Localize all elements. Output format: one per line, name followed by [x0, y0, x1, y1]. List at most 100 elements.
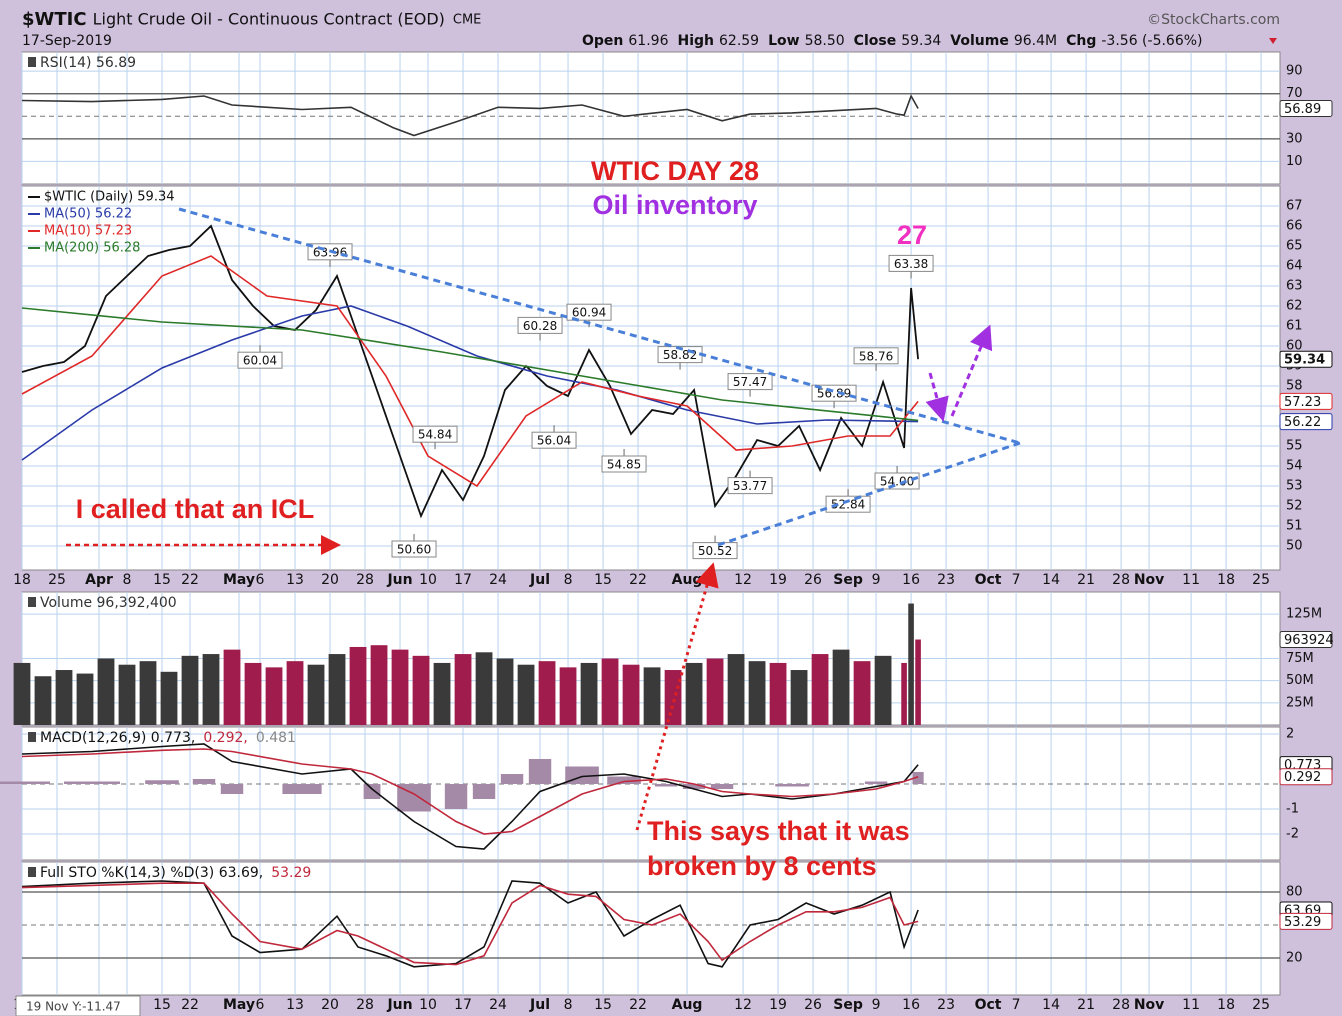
extreme-label: 57.47: [733, 375, 767, 389]
extreme-box: [391, 540, 437, 558]
y-tick-label: 80: [1286, 885, 1303, 900]
bar: [223, 649, 241, 725]
bar: [727, 654, 745, 725]
quote-value: 59.34: [901, 33, 941, 49]
x-tick-label: 12: [734, 997, 752, 1013]
quote-value: 62.59: [719, 33, 759, 49]
x-tick-label: 28: [356, 572, 374, 588]
bar: [202, 654, 220, 725]
x-tick-label: 8: [123, 572, 132, 588]
series-line: [21, 255, 919, 488]
bar: [811, 654, 829, 725]
bar: [34, 676, 52, 725]
y-tick-label: 25M: [1286, 695, 1314, 710]
extreme-box: [566, 303, 612, 321]
y-tick-label: 64: [1286, 259, 1303, 274]
extreme-box: [727, 373, 773, 391]
bar: [139, 661, 157, 725]
x-tick-label: 18: [13, 572, 31, 588]
bar: [13, 662, 31, 725]
x-tick-label: 15: [594, 997, 612, 1013]
x-tick-label: 14: [1042, 572, 1060, 588]
bar: [220, 784, 244, 794]
series-line: [21, 882, 919, 966]
x-tick-label: Jun: [386, 997, 412, 1013]
y-tick-label: 51: [1286, 519, 1303, 534]
x-tick-label: 22: [181, 997, 199, 1013]
legend-label: 0.481: [256, 730, 296, 746]
y-tick-label: 63: [1286, 279, 1303, 294]
bar: [307, 664, 325, 725]
extreme-box: [692, 542, 738, 560]
arrow: [925, 372, 949, 422]
quote-label: Chg: [1066, 33, 1096, 49]
x-tick-label: 19: [769, 997, 787, 1013]
y-tick-label: 125M: [1286, 607, 1322, 622]
bar: [912, 771, 924, 784]
bar: [160, 671, 178, 725]
bar: [528, 759, 552, 784]
y-tick-label: 61: [1286, 319, 1303, 334]
x-tick-label: 24: [489, 997, 507, 1013]
legend-label: MA(10) 57.23: [44, 224, 132, 239]
x-tick-label: 24: [489, 572, 507, 588]
bar: [500, 774, 524, 784]
bar: [901, 662, 907, 725]
bar: [769, 662, 787, 725]
x-tick-label: 10: [419, 572, 437, 588]
y-tick-label: 66: [1286, 219, 1303, 234]
extreme-box: [601, 455, 647, 473]
y-tick-label: 70: [1286, 86, 1303, 101]
legend-icon: [28, 867, 36, 877]
bar: [286, 661, 304, 725]
x-tick-label: Jul: [529, 997, 550, 1013]
legend-icon: [28, 57, 36, 67]
extreme-label: 60.94: [572, 306, 606, 320]
legend-label: 0.292,: [203, 730, 248, 746]
extreme-label: 50.52: [698, 544, 732, 558]
x-tick-label: 9: [872, 997, 881, 1013]
bar: [832, 649, 850, 725]
x-tick-label: Sep: [833, 572, 863, 588]
y-tick-label: -1: [1286, 802, 1299, 817]
x-tick-label: 28: [356, 997, 374, 1013]
bar: [55, 670, 73, 725]
x-tick-label: 18: [1217, 997, 1235, 1013]
x-tick-label: 22: [181, 572, 199, 588]
series-line: [21, 305, 919, 461]
value-badge: [1279, 413, 1333, 431]
series-line: [21, 743, 919, 850]
y-tick-label: 50M: [1286, 673, 1314, 688]
bar: [538, 661, 556, 725]
x-tick-label: 13: [286, 572, 304, 588]
bar: [908, 603, 914, 725]
x-tick-label: Jul: [529, 572, 550, 588]
bar: [559, 667, 577, 725]
value-badge: [1279, 392, 1333, 410]
bar: [244, 662, 262, 725]
annotation: Oil inventory: [592, 190, 757, 220]
y-tick-label: -2: [1286, 827, 1299, 842]
bar: [517, 664, 535, 725]
bar: [622, 664, 640, 725]
x-tick-label: Nov: [1134, 572, 1164, 588]
trendline: [178, 207, 1021, 445]
y-tick-label: 90: [1286, 64, 1303, 79]
bar: [874, 655, 892, 725]
value-badge: [1279, 912, 1333, 930]
bar: [370, 645, 388, 725]
legend-label: 53.29: [271, 865, 311, 881]
extreme-box: [517, 316, 563, 334]
cursor-frame: [15, 995, 141, 1016]
arrow: [950, 324, 993, 417]
y-tick-label: 60: [1286, 339, 1303, 354]
y-tick-label: 75M: [1286, 651, 1314, 666]
x-tick-label: 28: [1112, 572, 1130, 588]
x-tick-label: 25: [48, 572, 66, 588]
bar: [864, 781, 888, 784]
x-tick-label: 14: [1042, 997, 1060, 1013]
quote-label: Volume: [950, 33, 1009, 49]
extreme-box: [412, 425, 458, 443]
legend-label: MACD(12,26,9) 0.773,: [40, 730, 195, 746]
legend-label: Volume 96,392,400: [40, 595, 177, 611]
